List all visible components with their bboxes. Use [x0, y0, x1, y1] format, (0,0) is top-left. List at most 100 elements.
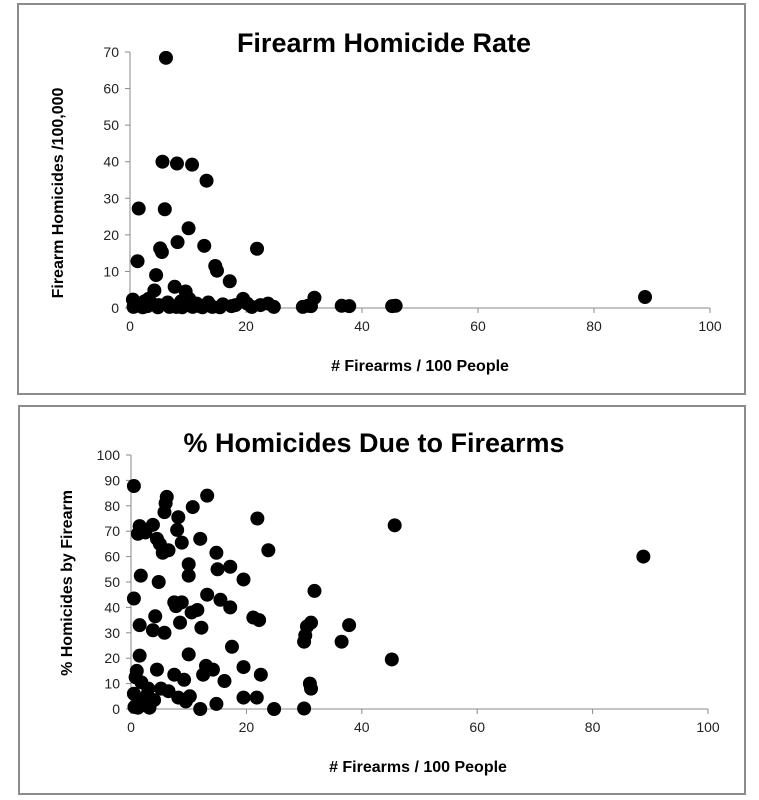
y-tick-label: 60	[103, 81, 119, 97]
chart-title: % Homicides Due to Firearms	[183, 428, 564, 458]
data-point	[148, 609, 163, 624]
x-tick-label: 60	[469, 719, 485, 735]
y-tick-label: 0	[111, 300, 119, 316]
data-point	[223, 600, 238, 615]
data-point	[170, 235, 185, 250]
data-point	[384, 652, 399, 667]
data-point	[193, 531, 208, 546]
data-point	[149, 662, 164, 677]
data-point	[210, 562, 225, 577]
scatter-chart-percent-homicides-by-firearm: % Homicides Due to Firearms # Firearms /…	[59, 428, 720, 776]
y-tick-label: 50	[103, 117, 119, 133]
chart-panel-percent-homicides-due-to-firearms: % Homicides Due to Firearms # Firearms /…	[18, 405, 746, 795]
data-point	[200, 587, 215, 602]
data-point	[236, 690, 251, 705]
data-point	[253, 667, 268, 682]
y-tick-label: 90	[104, 472, 120, 488]
data-point	[297, 634, 312, 649]
data-point	[250, 241, 265, 256]
data-point	[249, 690, 264, 705]
data-point	[149, 268, 164, 283]
data-point	[157, 202, 172, 217]
data-point	[252, 613, 267, 628]
data-point	[171, 510, 186, 525]
y-tick-label: 30	[103, 190, 119, 206]
data-point	[177, 672, 192, 687]
y-axis-label: % Homicides by Firearm	[59, 490, 76, 676]
y-tick-label: 20	[104, 650, 120, 666]
data-point	[169, 156, 184, 171]
x-tick-label: 20	[239, 719, 255, 735]
data-point	[130, 700, 145, 715]
data-point	[342, 299, 357, 314]
data-point	[200, 488, 215, 503]
data-point	[304, 681, 319, 696]
scatter-chart-firearm-homicide-rate: Firearm Homicide Rate # Firearms / 100 P…	[50, 28, 722, 375]
data-point	[151, 575, 166, 589]
data-point	[250, 511, 265, 526]
data-point	[154, 245, 169, 260]
data-point	[217, 674, 232, 689]
y-tick-label: 0	[112, 701, 120, 717]
data-point	[175, 300, 190, 315]
data-point	[167, 279, 182, 294]
chart-title: Firearm Homicide Rate	[237, 28, 531, 58]
data-point	[178, 694, 193, 709]
data-point	[150, 300, 165, 315]
data-point	[132, 618, 147, 633]
x-tick-label: 60	[470, 318, 486, 334]
x-tick-label: 20	[238, 318, 254, 334]
y-tick-label: 40	[103, 154, 119, 170]
y-tick-label: 60	[104, 549, 120, 565]
y-tick-label: 100	[97, 447, 121, 463]
data-point	[307, 583, 322, 598]
y-tick-label: 50	[104, 574, 120, 590]
data-point	[194, 620, 209, 635]
data-point	[213, 592, 228, 607]
data-point	[145, 623, 160, 638]
data-point	[181, 647, 196, 662]
data-point	[228, 298, 243, 313]
data-point	[223, 559, 238, 574]
data-point	[157, 625, 172, 640]
data-point	[210, 263, 224, 278]
x-tick-label: 0	[126, 318, 134, 334]
data-point	[169, 599, 184, 614]
y-tick-label: 80	[104, 498, 120, 514]
y-tick-label: 70	[104, 523, 120, 539]
data-point	[224, 639, 239, 654]
data-point	[209, 696, 224, 711]
data-point	[334, 634, 349, 649]
data-point	[388, 298, 403, 313]
data-point	[185, 157, 200, 172]
data-point	[126, 478, 141, 493]
data-point	[142, 700, 157, 715]
data-point	[181, 568, 196, 583]
data-point	[212, 300, 227, 315]
y-tick-label: 20	[103, 227, 119, 243]
data-point	[130, 254, 145, 269]
data-point	[267, 702, 282, 716]
data-point	[155, 545, 170, 560]
data-point	[140, 299, 155, 314]
data-point	[155, 154, 170, 169]
x-tick-label: 40	[354, 318, 370, 334]
data-point	[181, 557, 196, 572]
data-point	[266, 299, 281, 314]
data-point	[173, 615, 188, 630]
y-tick-label: 10	[104, 676, 120, 692]
data-point	[236, 660, 251, 675]
x-tick-label: 100	[698, 318, 722, 334]
data-point	[195, 300, 210, 315]
data-point	[185, 299, 200, 314]
y-tick-label: 40	[104, 599, 120, 615]
data-point	[170, 522, 185, 537]
x-tick-label: 40	[354, 719, 370, 735]
data-point	[303, 299, 318, 314]
data-point	[158, 50, 173, 65]
data-point	[236, 572, 251, 587]
y-tick-label: 70	[103, 44, 119, 60]
data-point	[133, 568, 148, 583]
y-tick-label: 10	[103, 263, 119, 279]
data-point	[157, 505, 172, 520]
